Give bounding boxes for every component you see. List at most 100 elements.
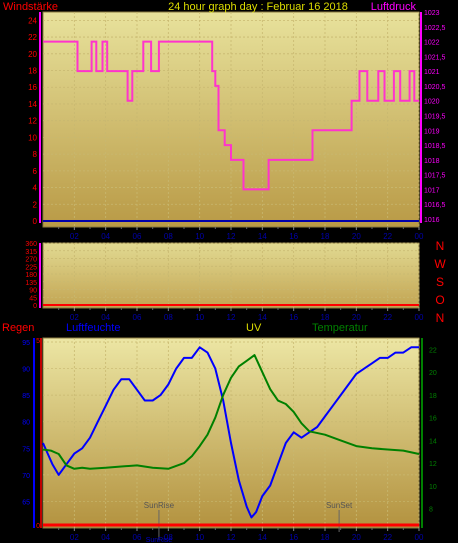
x-tick-label: 02 (70, 232, 79, 241)
wind-direction-tick-label: 45 (29, 295, 37, 302)
x-tick-label: 20 (352, 533, 361, 542)
wind-direction-tick-label: 0 (33, 303, 37, 310)
x-tick-label: 14 (258, 313, 267, 322)
x-tick-label: 00 (415, 313, 424, 322)
temperature-tick-label: 12 (429, 461, 437, 468)
humidity-temperature-grid (43, 338, 420, 528)
wind-direction-tick-label: 180 (25, 272, 37, 279)
rain-tick-label: 0 (36, 523, 40, 530)
x-tick-label: 12 (227, 313, 236, 322)
temperature-axis-ticks: 8 10 12 14 16 18 20 22 (421, 338, 437, 528)
x-tick-label: 04 (101, 313, 110, 322)
wind-tick-label: 24 (28, 16, 37, 25)
series-luftfeuchte-line (42, 346, 419, 519)
humidity-temperature-series (42, 346, 420, 527)
x-tick-label: 22 (383, 313, 392, 322)
x-tick-label: 14 (258, 232, 267, 241)
humidity-tick-label: 80 (22, 420, 30, 427)
pressure-tick-label: 1016,5 (424, 202, 446, 209)
temperature-tick-label: 22 (429, 347, 437, 354)
x-tick-label: 02 (70, 313, 79, 322)
rain-axis-label: Regen (2, 322, 34, 334)
humidity-tick-label: 95 (22, 340, 30, 347)
pressure-tick-label: 1023 (424, 10, 440, 17)
x-tick-label: 16 (289, 533, 298, 542)
wind-tick-label: 14 (28, 100, 37, 109)
wind-tick-label: 16 (28, 83, 37, 92)
pressure-wind-series (43, 40, 419, 222)
humidity-tick-label: 90 (22, 367, 30, 374)
wind-direction-tick-label: 90 (29, 288, 37, 295)
x-tick-label: 18 (321, 232, 330, 241)
sunset-label: SunSet (326, 501, 353, 510)
x-tick-label: 02 (70, 533, 79, 542)
pressure-tick-label: 1021 (424, 69, 440, 76)
humidity-temperature-plot-area (42, 337, 420, 529)
wind-tick-label: 2 (33, 200, 38, 209)
x-tick-label: 12 (227, 533, 236, 542)
temperature-tick-label: 18 (429, 393, 437, 400)
compass-label-n: N (436, 311, 445, 325)
temperature-tick-label: 20 (429, 370, 437, 377)
compass-label-n: N (436, 239, 445, 253)
x-tick-label: 14 (258, 533, 267, 542)
x-tick-label: 12 (227, 232, 236, 241)
wind-axis-label: Windstärke (3, 1, 58, 13)
series-temperatur-line (42, 354, 420, 470)
x-tick-label: 06 (133, 232, 142, 241)
x-tick-label: 00 (415, 232, 424, 241)
x-tick-label: 08 (164, 232, 173, 241)
x-tick-label: 10 (195, 232, 204, 241)
wind-tick-label: 20 (28, 50, 37, 59)
compass-label-o: O (435, 293, 444, 307)
humidity-tick-label: 70 (22, 473, 30, 480)
uv-axis-label: UV (246, 322, 262, 334)
pressure-tick-label: 1019,5 (424, 114, 446, 121)
pressure-tick-label: 1018 (424, 158, 440, 165)
pressure-tick-label: 1020,5 (424, 84, 446, 91)
x-tick-label: 06 (133, 533, 142, 542)
temperature-tick-label: 16 (429, 416, 437, 423)
wind-tick-label: 18 (28, 67, 37, 76)
compass-label-w: W (434, 257, 446, 271)
x-tick-label: 08 (164, 313, 173, 322)
pressure-tick-label: 1018,5 (424, 143, 446, 150)
x-tick-label: 20 (352, 313, 361, 322)
pressure-tick-label: 1019 (424, 128, 440, 135)
x-tick-label: 16 (289, 232, 298, 241)
x-tick-label: 06 (133, 313, 142, 322)
x-tick-label: 00 (415, 533, 424, 542)
humidity-tick-label: 65 (22, 499, 30, 506)
pressure-tick-label: 1022,5 (424, 25, 446, 32)
x-tick-label: 22 (383, 533, 392, 542)
pressure-tick-label: 1021,5 (424, 54, 446, 61)
humidity-axis-label: Luftfeuchte (66, 322, 120, 334)
pressure-tick-label: 1016 (424, 217, 440, 224)
pressure-axis-ticks: 1016 1016,5 1017 1017,5 1018 1018,5 1019 1019,5… (420, 10, 446, 224)
wind-tick-label: 10 (28, 133, 37, 142)
x-tick-label: 20 (352, 232, 361, 241)
x-tick-label: 04 (101, 232, 110, 241)
compass-label-s: S (436, 275, 444, 289)
temperature-tick-label: 10 (429, 484, 437, 491)
x-tick-label: 16 (289, 313, 298, 322)
wind-direction-tick-label: 315 (25, 249, 37, 256)
wind-direction-tick-label: 225 (25, 264, 37, 271)
pressure-tick-label: 1022 (424, 40, 440, 47)
x-tick-label: 08 (164, 533, 173, 542)
wind-direction-tick-label: 135 (25, 280, 37, 287)
humidity-tick-label: 85 (22, 393, 30, 400)
rain-tick-label: 5 (36, 338, 40, 345)
wind-direction-x-ticks: 02 04 06 08 10 12 14 16 18 20 22 00 (58, 308, 424, 322)
temperature-tick-label: 14 (429, 438, 437, 445)
temperature-axis-label: Temperatur (312, 322, 368, 334)
wind-tick-label: 8 (33, 150, 38, 159)
x-tick-label: 18 (321, 533, 330, 542)
wind-direction-tick-label: 360 (25, 241, 37, 248)
x-tick-label: 10 (195, 313, 204, 322)
